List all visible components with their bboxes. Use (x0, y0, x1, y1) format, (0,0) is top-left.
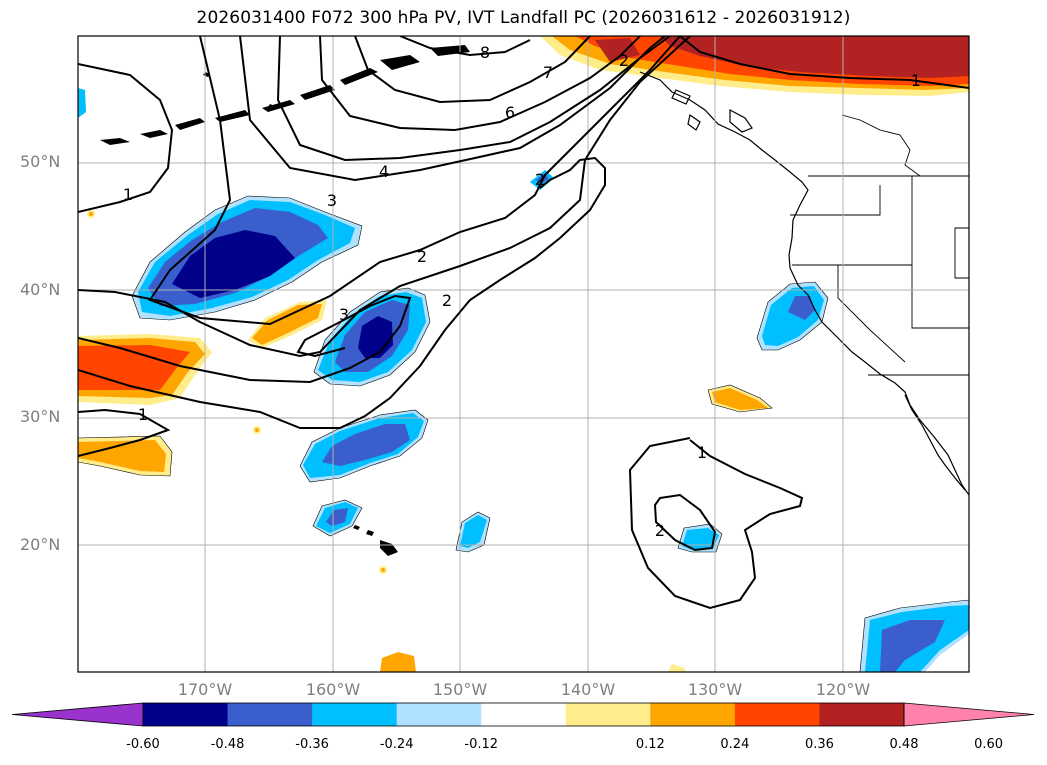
lat-label-50n: 50°N (20, 152, 61, 171)
colorbar-tick-label: -0.12 (464, 737, 499, 752)
colorbar-segment (227, 703, 313, 726)
contour-6 (319, 36, 641, 132)
lat-label-20n: 20°N (20, 535, 61, 554)
contour-label: 2 (619, 51, 629, 70)
contour-8 (399, 36, 531, 57)
colorbar-tick-label: 0.60 (974, 737, 1004, 752)
graticule (78, 36, 969, 672)
colorbar-tick-label: -0.24 (379, 737, 414, 752)
contour-3b (78, 294, 412, 384)
pv-contours (78, 36, 969, 610)
colorbar-tick-label: 0.24 (720, 737, 750, 752)
contour-7 (354, 36, 591, 104)
contour-label: 6 (505, 103, 515, 122)
colorbar-tick-label: -0.48 (210, 737, 245, 752)
colorbar-segment (396, 703, 482, 726)
contour-label: 4 (379, 162, 389, 181)
lon-label-150w: 150°W (432, 680, 488, 699)
colorbar-segment (312, 703, 398, 726)
colorbar-tick-label: -0.60 (126, 737, 160, 752)
map-panel: 8 7 6 4 3 2 2 3 1 1 1 2 1 2 2 (77, 35, 970, 673)
borders (790, 114, 969, 376)
lon-label-140w: 140°W (560, 680, 616, 699)
shading-outlines (78, 195, 969, 672)
lat-label-30n: 30°N (20, 407, 61, 426)
lat-label-40n: 40°N (20, 280, 61, 299)
map-frame (77, 35, 970, 673)
lon-label-160w: 160°W (305, 680, 361, 699)
contour-label: 1 (123, 185, 133, 204)
contour-label: 3 (327, 191, 337, 210)
contour-label: 2 (655, 521, 665, 540)
cool-shading (78, 88, 969, 672)
warm-shading (78, 36, 969, 672)
contour-3 (148, 36, 681, 326)
colorbar-segment (481, 703, 567, 726)
colorbar (11, 702, 1035, 727)
contour-label: 7 (543, 63, 553, 82)
colorbar-tick-label: 0.12 (635, 737, 665, 752)
contour-1-top (679, 36, 969, 89)
contour-1-left (78, 63, 174, 213)
contour-label: 1 (697, 443, 707, 462)
map-title: 2026031400 F072 300 hPa PV, IVT Landfall… (196, 8, 851, 28)
colorbar-tick-label: 0.36 (804, 737, 834, 752)
contour-1-bottom (78, 408, 171, 457)
contour-label: 1 (911, 71, 921, 90)
colorbar-extend-low (11, 702, 144, 727)
colorbar-segment (819, 703, 905, 726)
contour-label: 8 (480, 43, 490, 62)
lon-label-130w: 130°W (687, 680, 743, 699)
contour-2b (78, 156, 606, 429)
colorbar-segment (650, 703, 736, 726)
contour-label: 2 (535, 170, 545, 189)
colorbar-extend-high (903, 702, 1035, 727)
colorbar-segment (565, 703, 651, 726)
contour-label: 2 (442, 291, 452, 310)
contour-2-south (653, 493, 717, 552)
colorbar-segments (11, 702, 1035, 727)
colorbar-tick-label: 0.48 (889, 737, 919, 752)
contour-label: 3 (339, 305, 349, 324)
colorbar-segment (734, 703, 820, 726)
lon-label-120w: 120°W (815, 680, 871, 699)
colorbar-tick-label: -0.36 (295, 737, 329, 752)
contour-5 (276, 36, 671, 162)
contour-label: 2 (417, 247, 427, 266)
coastlines (639, 71, 969, 496)
contour-4 (239, 36, 666, 182)
colorbar-segment (143, 703, 229, 726)
contour-1-south (628, 437, 804, 610)
contour-labels: 8 7 6 4 3 2 2 3 1 1 1 2 1 2 2 (123, 43, 921, 540)
contour-label: 1 (138, 405, 148, 424)
lon-label-170w: 170°W (177, 680, 233, 699)
contour-2 (78, 36, 691, 358)
